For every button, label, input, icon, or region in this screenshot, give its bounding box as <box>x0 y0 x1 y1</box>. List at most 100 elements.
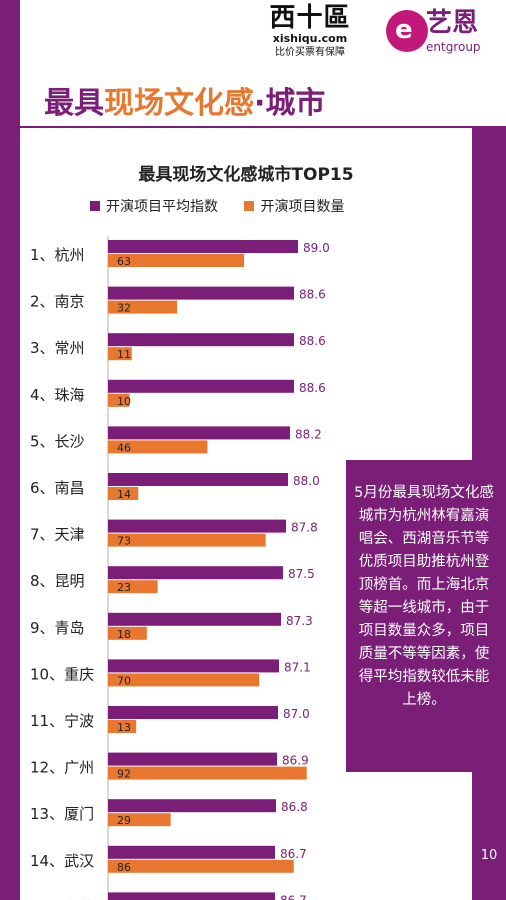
count-value-label: 46 <box>117 441 131 454</box>
count-value-label: 63 <box>117 255 131 268</box>
index-value-label: 88.6 <box>299 288 326 302</box>
count-bar <box>108 393 130 407</box>
index-bar <box>108 286 294 300</box>
index-value-label: 87.1 <box>284 660 311 674</box>
category-label: 3、常州 <box>30 339 85 357</box>
index-value-label: 87.5 <box>288 567 315 581</box>
page-number: 10 <box>480 848 498 863</box>
index-bar <box>108 379 294 393</box>
count-bar <box>108 580 158 594</box>
left-accent-bar <box>0 0 20 900</box>
count-bar <box>108 813 171 827</box>
index-bar <box>108 473 288 486</box>
page-title-part3: ·城市 <box>254 86 326 121</box>
category-label: 1、杭州 <box>30 246 85 264</box>
category-label: 5、长沙 <box>30 432 85 450</box>
index-value-label: 87.8 <box>291 521 318 535</box>
count-bar <box>108 673 260 687</box>
count-value-label: 10 <box>117 395 131 408</box>
entgroup-logo: e 艺恩 entgroup <box>386 8 496 68</box>
index-bar <box>108 845 275 859</box>
count-value-label: 23 <box>117 581 131 594</box>
index-value-label: 86.8 <box>281 800 308 814</box>
index-bar <box>108 659 279 673</box>
index-value-label: 89.0 <box>303 241 330 255</box>
index-bar <box>108 240 298 253</box>
page-title-part2: 现场文化感 <box>104 86 254 121</box>
count-value-label: 86 <box>117 861 131 874</box>
count-bar <box>108 254 245 267</box>
category-label: 9、青岛 <box>30 619 85 637</box>
legend-swatch-index <box>90 201 100 211</box>
index-bar <box>108 333 294 347</box>
index-value-label: 87.0 <box>283 707 310 721</box>
chart-legend: 开演项目平均指数 开演项目数量 <box>90 196 366 216</box>
count-bar <box>108 626 147 640</box>
count-value-label: 18 <box>117 628 131 641</box>
count-bar <box>108 300 178 314</box>
page-title-part1: 最具 <box>44 86 104 121</box>
entgroup-logo-mark-letter: e <box>395 15 413 45</box>
category-label: 4、珠海 <box>30 386 85 404</box>
category-label: 11、宁波 <box>30 712 94 730</box>
category-label: 6、南昌 <box>30 479 85 497</box>
count-bar <box>108 487 139 500</box>
index-bar <box>108 799 276 813</box>
count-bar <box>108 440 208 454</box>
count-value-label: 73 <box>117 535 131 548</box>
category-label: 8、昆明 <box>30 572 85 590</box>
xishiqu-logo-url: xishiqu.com <box>272 32 348 45</box>
index-bar <box>108 706 278 719</box>
count-value-label: 70 <box>117 674 131 687</box>
category-label: 14、武汉 <box>30 852 94 870</box>
index-value-label: 88.6 <box>299 334 326 348</box>
index-bar <box>108 426 290 440</box>
category-label: 12、广州 <box>30 759 94 777</box>
count-value-label: 32 <box>117 302 131 315</box>
count-bar <box>108 720 137 733</box>
legend-item-index: 开演项目平均指数 <box>90 196 218 216</box>
legend-label-count: 开演项目数量 <box>260 199 345 215</box>
chart-title: 最具现场文化感城市TOP15 <box>138 165 354 185</box>
index-bar <box>108 519 286 533</box>
legend-item-count: 开演项目数量 <box>244 196 344 216</box>
category-label: 10、重庆 <box>30 665 94 683</box>
note-text: 5月份最具现场文化感城市为杭州林宥嘉演唱会、西湖音乐节等优质项目助推杭州登顶榜首… <box>354 485 494 708</box>
index-bar <box>108 612 281 626</box>
index-value-label: 86.7 <box>280 847 307 861</box>
count-value-label: 14 <box>117 488 131 501</box>
count-value-label: 11 <box>117 348 131 361</box>
category-label: 13、厦门 <box>30 805 94 823</box>
entgroup-logo-mark: e <box>386 10 428 52</box>
index-bar <box>108 752 277 766</box>
index-value-label: 86.7 <box>280 893 307 900</box>
index-value-label: 86.9 <box>282 754 309 768</box>
index-bar <box>108 566 283 580</box>
index-value-label: 88.0 <box>293 474 320 488</box>
count-value-label: 29 <box>117 814 131 827</box>
xishiqu-logo: 西十區 xishiqu.com 比价买票有保障 <box>245 4 375 60</box>
index-bar <box>108 892 275 900</box>
category-label: 15、东莞 <box>30 898 94 900</box>
note-box <box>346 460 500 772</box>
legend-label-index: 开演项目平均指数 <box>106 199 218 215</box>
count-value-label: 92 <box>117 768 131 781</box>
count-bar <box>108 859 294 873</box>
index-value-label: 88.2 <box>295 427 322 441</box>
page-title: 最具现场文化感·城市 <box>44 82 325 126</box>
xishiqu-logo-name: 西十區 <box>269 3 351 33</box>
category-label: 2、南京 <box>30 293 85 311</box>
index-value-label: 88.6 <box>299 381 326 395</box>
entgroup-logo-name: 艺恩 <box>426 8 479 38</box>
count-bar <box>108 533 266 547</box>
index-value-label: 87.3 <box>286 614 313 628</box>
legend-swatch-count <box>244 201 255 211</box>
count-bar <box>108 766 307 780</box>
count-bar <box>108 347 132 361</box>
category-label: 7、天津 <box>30 526 85 544</box>
xishiqu-logo-slogan: 比价买票有保障 <box>275 47 345 58</box>
entgroup-logo-english: entgroup <box>426 40 481 54</box>
title-underline <box>20 126 506 128</box>
count-value-label: 13 <box>117 721 131 734</box>
